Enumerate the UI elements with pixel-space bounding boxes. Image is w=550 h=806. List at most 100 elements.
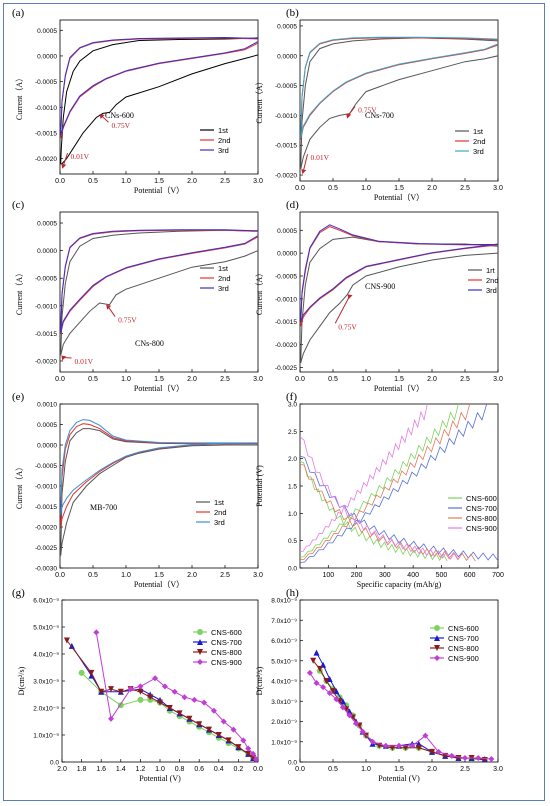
plot-series (60, 36, 258, 165)
x-tick-label: 0.0 (55, 572, 65, 579)
series-line (60, 36, 258, 136)
legend-label: CNS-700 (466, 504, 497, 513)
annotation-arrow (62, 152, 69, 166)
x-tick-label: 0.5 (88, 376, 98, 383)
y-tick-label: 5.0x10⁻⁹ (271, 658, 297, 665)
y-tick-label: 0.0000 (277, 53, 297, 60)
y-tick-label: -0.0015 (275, 319, 297, 326)
panel-label: (h) (286, 587, 299, 599)
x-tick-label: 3.0 (493, 376, 503, 383)
data-point (98, 688, 105, 695)
chart-panel-e: (e) 0.0 0.5 1.0 1.5 2.0 2.5 3.0 0.0010 0.0005 0.00… (12, 391, 263, 589)
y-tick-label: 1.5 (288, 484, 297, 491)
y-tick-label: -0.0025 (275, 365, 297, 372)
data-point (197, 649, 203, 655)
data-point (93, 629, 100, 636)
data-point (206, 726, 212, 733)
legend-label: 2nd (473, 137, 486, 146)
data-point (402, 744, 409, 751)
x-tick-label: 0.5 (88, 572, 98, 579)
x-axis-label: Potential (V) (378, 774, 420, 783)
y-tick-label: 3.0 (288, 402, 297, 409)
data-point (137, 688, 144, 695)
data-point (225, 737, 232, 744)
x-tick-label: 1.0 (121, 572, 131, 579)
y-tick-label: 0.0 (50, 760, 59, 767)
panel-label: (c) (12, 199, 25, 211)
annotation-label: 0.75V (118, 316, 137, 325)
data-point (422, 732, 429, 739)
data-point (197, 639, 203, 645)
y-tick-label: -0.0020 (275, 173, 297, 180)
data-point (409, 742, 416, 749)
plot-series (300, 224, 498, 364)
data-point (326, 690, 333, 697)
chart-panel-g: (g) 2.0 1.8 1.6 1.4 1.2 1.0 0.8 0.6 0.4 0.2 0.0 0.0 1… (12, 587, 263, 783)
data-point (108, 715, 114, 722)
legend-label: 1st (214, 498, 225, 507)
x-tick-label: 0.2 (234, 766, 244, 773)
y-tick-label: -0.0015 (35, 130, 57, 137)
legend-label: CNS-600 (466, 494, 497, 503)
y-tick-label: 0.0005 (37, 28, 57, 35)
legend-label: 3rd (218, 146, 229, 155)
y-tick-label: 1.0x10⁻⁹ (271, 739, 297, 746)
x-tick-label: 0.5 (328, 766, 338, 773)
data-point (339, 704, 346, 711)
legend-label: 3rd (214, 518, 225, 527)
x-tick-label: 2.0 (427, 376, 437, 383)
data-point (117, 688, 124, 695)
sample-label: CNs-600 (105, 111, 134, 120)
x-tick-label: 1.5 (394, 185, 404, 192)
x-tick-label: 0.4 (214, 766, 224, 773)
series-line (300, 36, 498, 139)
y-tick-label: 2.0 (288, 456, 297, 463)
x-tick-label: 1.0 (361, 376, 371, 383)
x-tick-label: 2.5 (460, 766, 470, 773)
series-line (300, 404, 488, 563)
data-point (434, 655, 440, 661)
annotation-label: 0.01V (311, 153, 330, 162)
plot-series (300, 36, 498, 170)
panel-label: (b) (286, 7, 299, 19)
x-tick-label: 500 (436, 572, 448, 579)
annotation-arrow (334, 296, 350, 324)
data-point (330, 688, 336, 695)
series-line (81, 672, 257, 761)
data-point (250, 750, 257, 757)
series-line (300, 37, 498, 140)
series-line (300, 236, 498, 364)
plot-series (306, 649, 495, 762)
x-tick-label: 2.0 (57, 766, 67, 773)
data-point (316, 665, 323, 672)
x-axis-label: Specific capacity (mAh/g) (357, 580, 442, 589)
legend-label: 1rt (486, 266, 496, 275)
y-axis-label: Current（A） (255, 77, 264, 123)
legend-label: CNS-800 (211, 648, 242, 657)
x-tick-label: 2.5 (220, 178, 230, 185)
y-axis-label: D(cm²/s) (255, 666, 264, 695)
y-tick-label: 0.0 (288, 760, 297, 767)
x-axis-label: Potential（V） (374, 384, 424, 393)
x-tick-label: 1.5 (154, 572, 164, 579)
data-point (137, 683, 144, 690)
data-point (369, 738, 376, 745)
x-tick-label: 2.0 (427, 185, 437, 192)
x-tick-label: 1.2 (136, 766, 146, 773)
y-tick-label: -0.0005 (35, 276, 57, 283)
y-tick-label: -0.0020 (35, 525, 57, 532)
series-line (300, 404, 471, 561)
data-point (488, 755, 495, 762)
x-tick-label: 100 (322, 572, 334, 579)
sample-label: CNs-700 (365, 111, 394, 120)
data-point (389, 744, 396, 751)
x-tick-label: 0.0 (253, 766, 263, 773)
data-point (353, 720, 360, 727)
y-tick-label: 2.0x10⁻⁹ (271, 719, 297, 726)
y-tick-label: 5.0x10⁻⁹ (33, 625, 59, 632)
chart-panel-d: (d) 0.0 0.5 1.0 1.5 2.0 2.5 3.0 0.0005 0.0000 -0.0… (255, 199, 503, 393)
x-axis-label: Potential (V) (139, 774, 181, 783)
x-tick-label: 200 (351, 572, 363, 579)
data-point (415, 744, 422, 751)
